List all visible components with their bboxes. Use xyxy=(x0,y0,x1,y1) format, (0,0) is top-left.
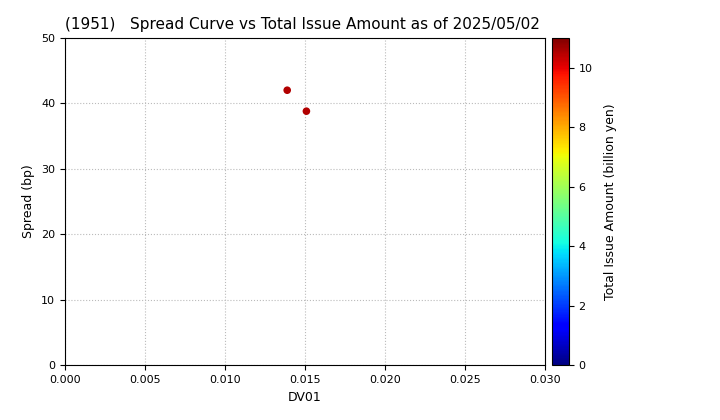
Point xyxy=(301,108,312,115)
Point xyxy=(282,87,293,94)
Y-axis label: Total Issue Amount (billion yen): Total Issue Amount (billion yen) xyxy=(603,103,617,300)
X-axis label: DV01: DV01 xyxy=(288,391,322,404)
Y-axis label: Spread (bp): Spread (bp) xyxy=(22,165,35,239)
Text: (1951)   Spread Curve vs Total Issue Amount as of 2025/05/02: (1951) Spread Curve vs Total Issue Amoun… xyxy=(65,18,540,32)
